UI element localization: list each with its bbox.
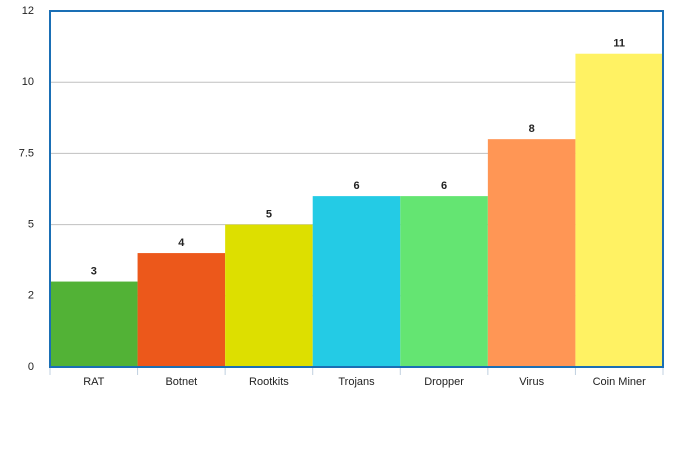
x-tick-label: Coin Miner bbox=[593, 376, 647, 388]
value-label: 3 bbox=[91, 265, 97, 277]
x-tick-label: Trojans bbox=[338, 376, 375, 388]
value-label: 11 bbox=[613, 38, 625, 50]
y-tick-label: 7.5 bbox=[19, 147, 34, 159]
bar bbox=[487, 139, 576, 367]
value-label: 6 bbox=[353, 180, 359, 192]
plot-border bbox=[49, 10, 664, 368]
bar bbox=[137, 253, 226, 367]
value-label: 5 bbox=[266, 209, 272, 221]
bar bbox=[50, 281, 138, 367]
x-tick-label: RAT bbox=[83, 376, 104, 388]
value-label: 8 bbox=[529, 123, 535, 135]
y-tick-label: 10 bbox=[22, 76, 34, 88]
x-tick-label: Botnet bbox=[165, 376, 197, 388]
y-tick-label: 0 bbox=[28, 361, 34, 373]
x-tick-label: Virus bbox=[519, 376, 544, 388]
bar bbox=[575, 53, 663, 367]
bar bbox=[225, 224, 313, 367]
x-tick-label: Dropper bbox=[424, 376, 464, 388]
y-tick-label: 2 bbox=[28, 290, 34, 302]
bar bbox=[312, 196, 401, 367]
y-tick-label: 5 bbox=[28, 219, 34, 231]
x-tick-label: Rootkits bbox=[249, 376, 289, 388]
value-label: 4 bbox=[178, 237, 185, 249]
bar bbox=[400, 196, 488, 367]
y-tick-label: 12 bbox=[22, 5, 34, 17]
value-label: 6 bbox=[441, 180, 447, 192]
